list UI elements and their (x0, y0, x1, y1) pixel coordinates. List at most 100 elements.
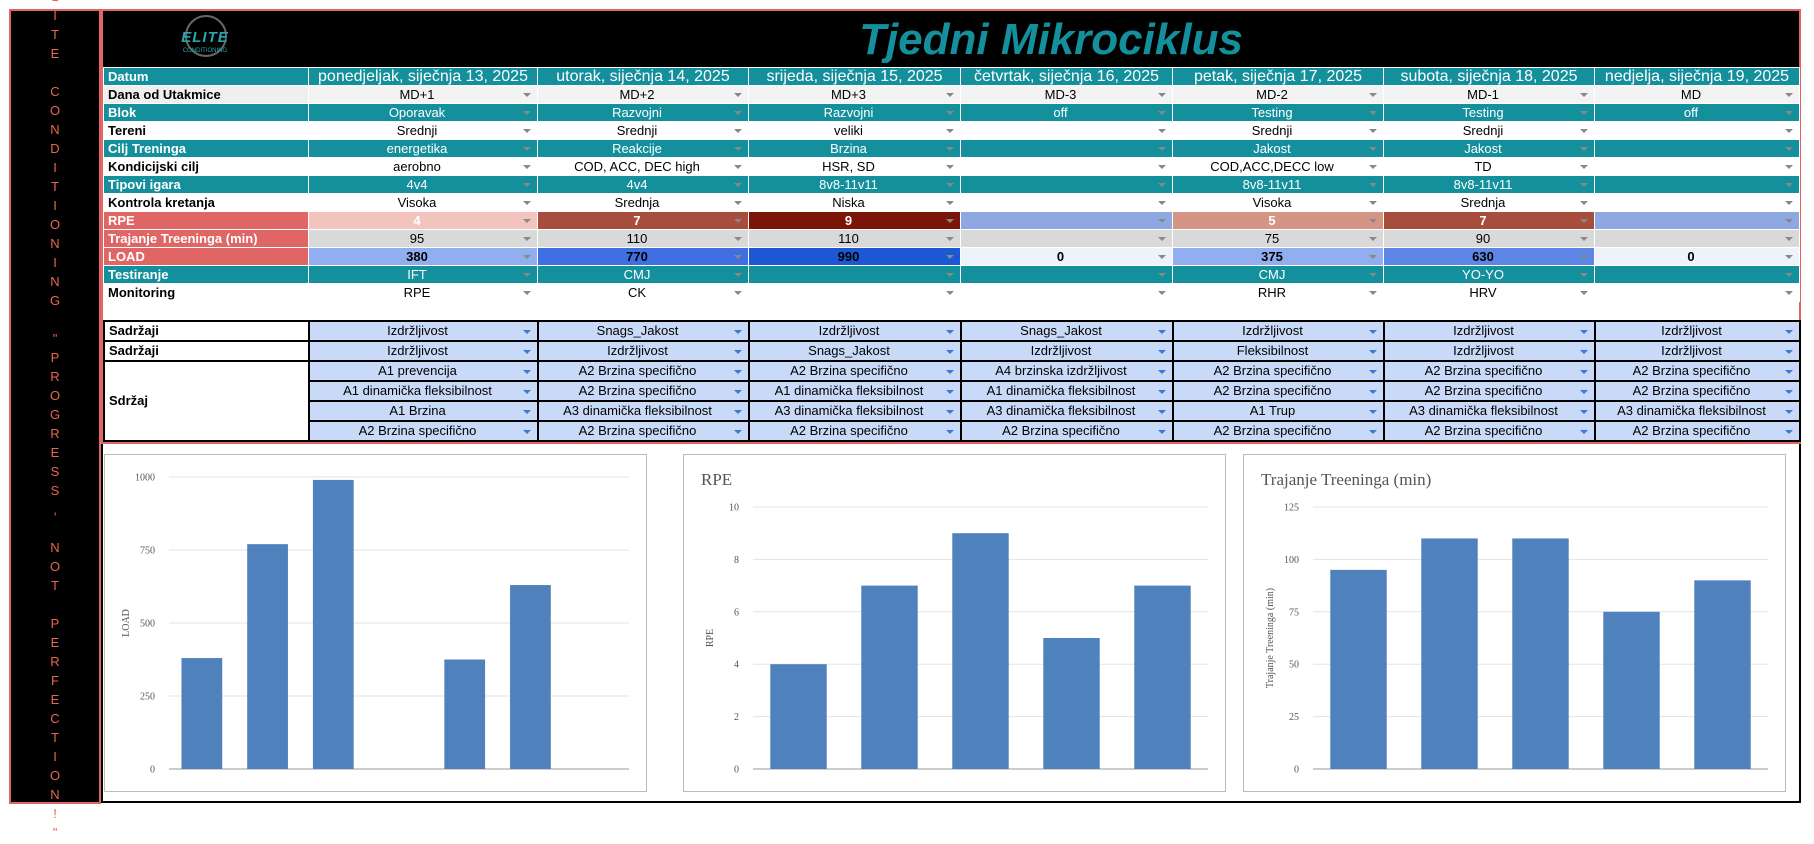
cell[interactable]: Visoka (1172, 193, 1384, 212)
cell[interactable]: 110 (748, 229, 961, 248)
content-cell[interactable]: A2 Brzina specifično (960, 420, 1174, 442)
cell[interactable] (1594, 229, 1800, 248)
cell[interactable] (748, 265, 961, 284)
cell[interactable] (1594, 283, 1800, 302)
content-cell[interactable]: A2 Brzina specifično (537, 360, 750, 382)
cell[interactable] (1594, 193, 1800, 212)
cell[interactable]: Srednja (537, 193, 749, 212)
content-cell[interactable]: Izdržljivost (748, 320, 962, 342)
cell[interactable]: Razvojni (537, 103, 749, 122)
cell[interactable] (1594, 157, 1800, 176)
cell[interactable]: Srednji (537, 121, 749, 140)
cell[interactable] (1594, 175, 1800, 194)
content-cell[interactable]: A2 Brzina specifično (1383, 380, 1596, 402)
cell[interactable]: 0 (1594, 247, 1800, 266)
cell[interactable]: COD,ACC,DECC low (1172, 157, 1384, 176)
cell[interactable]: Brzina (748, 139, 961, 158)
cell[interactable]: Srednji (308, 121, 538, 140)
cell[interactable]: 110 (537, 229, 749, 248)
cell[interactable]: CK (537, 283, 749, 302)
content-cell[interactable]: A1 Brzina (308, 400, 539, 422)
cell[interactable]: COD, ACC, DEC high (537, 157, 749, 176)
cell[interactable] (1594, 265, 1800, 284)
cell[interactable] (1594, 139, 1800, 158)
content-cell[interactable]: A2 Brzina specifično (748, 420, 962, 442)
content-cell[interactable]: A3 dinamička fleksibilnost (960, 400, 1174, 422)
cell[interactable]: 8v8-11v11 (1383, 175, 1595, 194)
cell[interactable] (960, 121, 1173, 140)
cell[interactable]: Testing (1383, 103, 1595, 122)
cell[interactable]: RPE (308, 283, 538, 302)
cell[interactable]: 630 (1383, 247, 1595, 266)
cell[interactable] (960, 175, 1173, 194)
cell[interactable]: 380 (308, 247, 538, 266)
cell[interactable]: Visoka (308, 193, 538, 212)
cell[interactable] (1594, 211, 1800, 230)
content-cell[interactable]: A1 prevencija (308, 360, 539, 382)
cell[interactable]: 75 (1172, 229, 1384, 248)
cell[interactable]: Jakost (1383, 139, 1595, 158)
cell[interactable] (960, 283, 1173, 302)
cell[interactable]: 375 (1172, 247, 1384, 266)
cell[interactable]: 770 (537, 247, 749, 266)
cell[interactable]: Testing (1172, 103, 1384, 122)
cell[interactable]: TD (1383, 157, 1595, 176)
content-cell[interactable]: Izdržljivost (1594, 340, 1801, 362)
content-cell[interactable]: A2 Brzina specifično (748, 360, 962, 382)
cell[interactable]: RHR (1172, 283, 1384, 302)
cell[interactable]: YO-YO (1383, 265, 1595, 284)
cell[interactable]: veliki (748, 121, 961, 140)
cell[interactable] (960, 157, 1173, 176)
cell[interactable] (960, 139, 1173, 158)
cell[interactable]: 7 (537, 211, 749, 230)
cell[interactable]: 8v8-11v11 (1172, 175, 1384, 194)
content-cell[interactable]: A2 Brzina specifično (1172, 380, 1385, 402)
content-cell[interactable]: Izdržljivost (1594, 320, 1801, 342)
cell[interactable]: 4v4 (308, 175, 538, 194)
content-cell[interactable]: A2 Brzina specifično (537, 380, 750, 402)
cell[interactable] (960, 229, 1173, 248)
cell[interactable] (1594, 121, 1800, 140)
content-cell[interactable]: A2 Brzina specifično (1383, 420, 1596, 442)
cell[interactable]: off (960, 103, 1173, 122)
content-cell[interactable]: A2 Brzina specifično (537, 420, 750, 442)
content-cell[interactable]: A1 Trup (1172, 400, 1385, 422)
content-cell[interactable]: A1 dinamička fleksibilnost (748, 380, 962, 402)
content-cell[interactable]: A2 Brzina specifično (1594, 360, 1801, 382)
content-cell[interactable]: Izdržljivost (308, 340, 539, 362)
content-cell[interactable]: Izdržljivost (1172, 320, 1385, 342)
cell[interactable]: CMJ (1172, 265, 1384, 284)
content-cell[interactable]: A4 brzinska izdržljivost (960, 360, 1174, 382)
cell[interactable]: Srednji (1172, 121, 1384, 140)
content-cell[interactable]: A3 dinamička fleksibilnost (537, 400, 750, 422)
cell[interactable]: 990 (748, 247, 961, 266)
cell[interactable]: Srednji (1383, 121, 1595, 140)
cell[interactable]: MD (1594, 85, 1800, 104)
content-cell[interactable]: A2 Brzina specifično (1172, 420, 1385, 442)
content-cell[interactable]: Izdržljivost (1383, 320, 1596, 342)
cell[interactable]: 0 (960, 247, 1173, 266)
cell[interactable]: 5 (1172, 211, 1384, 230)
content-cell[interactable]: A3 dinamička fleksibilnost (1594, 400, 1801, 422)
content-cell[interactable]: A2 Brzina specifično (1383, 360, 1596, 382)
content-cell[interactable]: A1 dinamička fleksibilnost (960, 380, 1174, 402)
cell[interactable]: MD+3 (748, 85, 961, 104)
cell[interactable]: Niska (748, 193, 961, 212)
content-cell[interactable]: A2 Brzina specifično (1594, 420, 1801, 442)
cell[interactable]: MD+2 (537, 85, 749, 104)
cell[interactable]: HSR, SD (748, 157, 961, 176)
content-cell[interactable]: A2 Brzina specifično (308, 420, 539, 442)
cell[interactable]: Reakcije (537, 139, 749, 158)
content-cell[interactable]: Fleksibilnost (1172, 340, 1385, 362)
cell[interactable]: Srednja (1383, 193, 1595, 212)
content-cell[interactable]: A2 Brzina specifično (1172, 360, 1385, 382)
content-cell[interactable]: Izdržljivost (960, 340, 1174, 362)
cell[interactable]: Oporavak (308, 103, 538, 122)
cell[interactable] (960, 265, 1173, 284)
cell[interactable]: HRV (1383, 283, 1595, 302)
cell[interactable]: 8v8-11v11 (748, 175, 961, 194)
cell[interactable]: MD-2 (1172, 85, 1384, 104)
cell[interactable] (960, 211, 1173, 230)
content-cell[interactable]: A2 Brzina specifično (1594, 380, 1801, 402)
cell[interactable]: MD-1 (1383, 85, 1595, 104)
